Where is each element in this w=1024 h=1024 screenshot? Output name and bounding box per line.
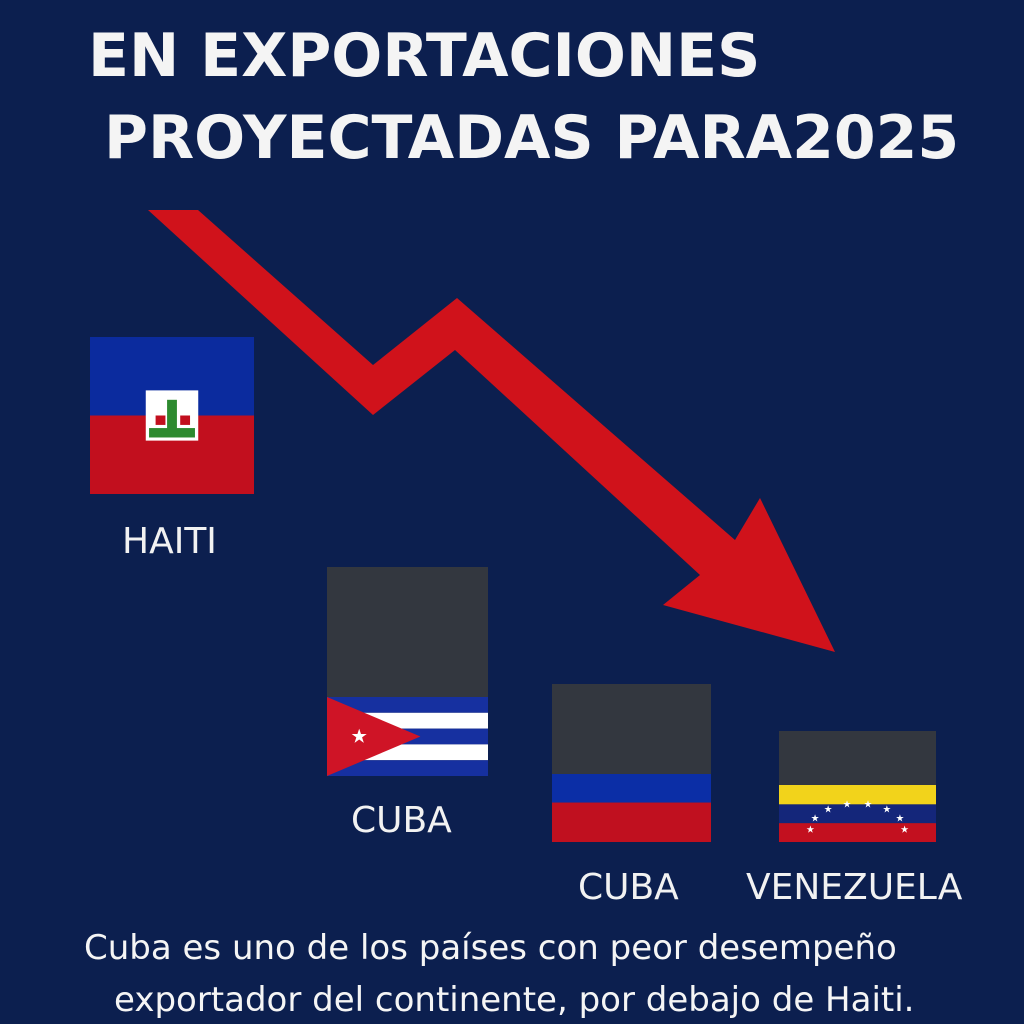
venezuela-flag [779, 785, 936, 842]
haiti-flag [90, 337, 254, 494]
cuba-flag [327, 697, 488, 776]
chart-title-line-1: EN EXPORTACIONES [88, 21, 761, 91]
footnote-line-1: Cuba es uno de los países con peor desem… [84, 928, 897, 968]
chart-title-line-2: PROYECTADAS PARA2025 [104, 103, 960, 173]
blue-red-flag [552, 774, 711, 842]
footnote-line-2: exportador del continente, por debajo de… [114, 980, 915, 1020]
category-label-cuba: CUBA [351, 800, 452, 841]
category-label-haiti: HAITI [122, 521, 217, 562]
category-label-venezuela: VENEZUELA [746, 867, 963, 908]
downward-trend-arrow [148, 210, 835, 652]
category-label-cuba-2: CUBA [578, 867, 679, 908]
